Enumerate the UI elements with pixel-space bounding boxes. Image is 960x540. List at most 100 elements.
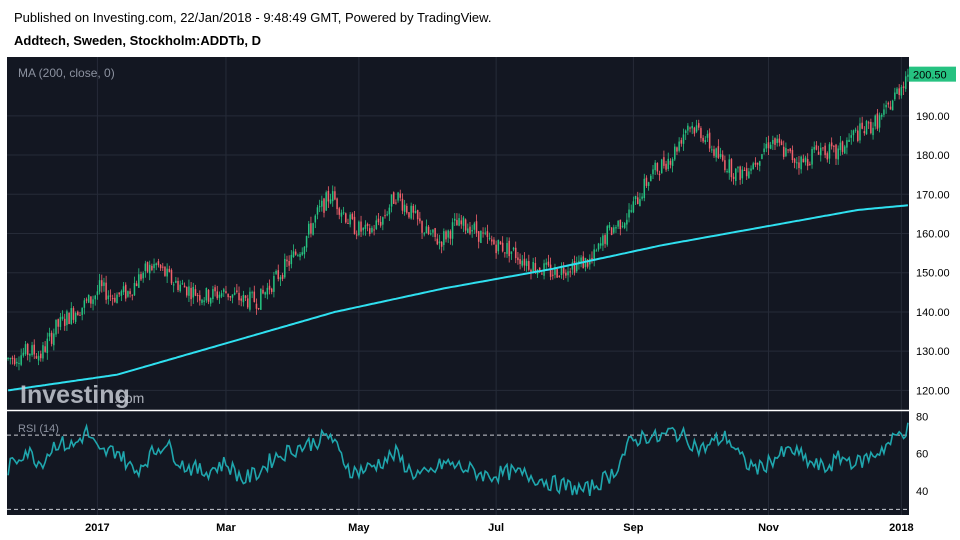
candle	[819, 142, 822, 162]
candle	[345, 212, 347, 224]
candle-body	[730, 159, 733, 178]
candle	[390, 194, 393, 213]
candle-body	[94, 295, 97, 300]
candle	[227, 293, 229, 301]
candle-body	[634, 195, 637, 200]
candle	[870, 118, 872, 135]
candle	[904, 71, 907, 92]
candle	[482, 227, 484, 238]
candle	[61, 310, 64, 321]
candle-body	[837, 148, 839, 160]
candle-body	[31, 345, 33, 356]
candle-body	[96, 291, 99, 295]
candle-body	[778, 138, 781, 143]
last-price-label: 200.50	[913, 70, 947, 82]
candle-body	[501, 242, 504, 252]
candle	[22, 347, 25, 358]
candle-body	[26, 343, 29, 355]
time-axis[interactable]: 2017 Mar May Jul Sep Nov 2018	[85, 522, 913, 534]
candle-body	[233, 292, 236, 295]
candle	[140, 271, 142, 282]
candle-body	[604, 235, 606, 244]
candle	[410, 202, 412, 220]
candle-body	[480, 230, 482, 243]
candle	[244, 295, 247, 302]
candle-body	[384, 215, 386, 217]
candle	[124, 282, 127, 302]
ma-line	[7, 204, 908, 392]
time-tick-label: Sep	[623, 522, 643, 534]
candle-body	[129, 291, 131, 294]
candle	[693, 126, 696, 137]
candle-body	[719, 153, 722, 157]
candle	[758, 160, 761, 172]
candle	[251, 290, 253, 299]
candle-body	[617, 220, 619, 227]
candle	[203, 297, 205, 306]
candle	[301, 247, 303, 256]
candle	[233, 287, 236, 296]
candle-body	[216, 291, 219, 299]
candle-body	[175, 280, 177, 283]
candle	[24, 341, 27, 356]
rsi-axis[interactable]: 40 60 80	[916, 412, 928, 498]
candle-body	[312, 223, 314, 235]
candle-body	[236, 290, 238, 292]
time-tick-label: 2018	[889, 522, 913, 534]
candle	[434, 227, 436, 242]
candle-body	[822, 147, 824, 149]
candle	[382, 216, 384, 231]
candle	[373, 224, 375, 236]
candle-body	[471, 229, 473, 232]
candle-body	[552, 274, 554, 276]
candle	[166, 263, 168, 283]
candle-body	[854, 129, 857, 131]
candle	[218, 291, 221, 304]
candle	[480, 230, 482, 244]
price-axis[interactable]: 120.00 130.00 140.00 150.00 160.00 170.00 180.…	[916, 111, 950, 398]
candles	[7, 68, 909, 371]
candle-body	[580, 257, 582, 263]
candle-body	[717, 146, 720, 158]
candle-body	[310, 223, 312, 234]
candle-body	[70, 308, 73, 324]
candle-body	[87, 294, 90, 303]
candle	[776, 134, 778, 147]
candle-body	[40, 353, 42, 359]
candle-body	[748, 171, 750, 178]
candle-body	[48, 333, 51, 337]
candle-body	[534, 263, 537, 273]
candle	[802, 154, 805, 163]
candle-body	[111, 298, 114, 300]
candle	[338, 206, 341, 220]
candle	[177, 277, 179, 293]
candle	[811, 146, 813, 169]
candle-body	[351, 213, 354, 220]
candle-body	[641, 196, 643, 199]
candle	[358, 220, 360, 237]
candle-body	[392, 192, 395, 204]
candle	[835, 143, 837, 165]
candle	[867, 120, 870, 129]
candle-body	[366, 223, 369, 226]
candle	[501, 236, 504, 253]
candle-body	[735, 168, 737, 182]
candle-body	[482, 232, 484, 234]
candle-body	[835, 144, 837, 159]
candle-body	[371, 227, 373, 233]
candle-body	[573, 261, 576, 273]
candle	[691, 121, 693, 135]
candle	[591, 251, 593, 264]
candle-body	[613, 227, 615, 233]
candle-body	[443, 231, 445, 245]
candle	[445, 229, 447, 243]
rsi-tick-label: 40	[916, 486, 928, 498]
candle-body	[630, 210, 632, 212]
candle	[162, 262, 164, 272]
candle	[201, 298, 203, 306]
candle-body	[554, 267, 556, 275]
candle-body	[299, 253, 301, 257]
candle-body	[665, 163, 667, 170]
candle-body	[327, 190, 330, 202]
